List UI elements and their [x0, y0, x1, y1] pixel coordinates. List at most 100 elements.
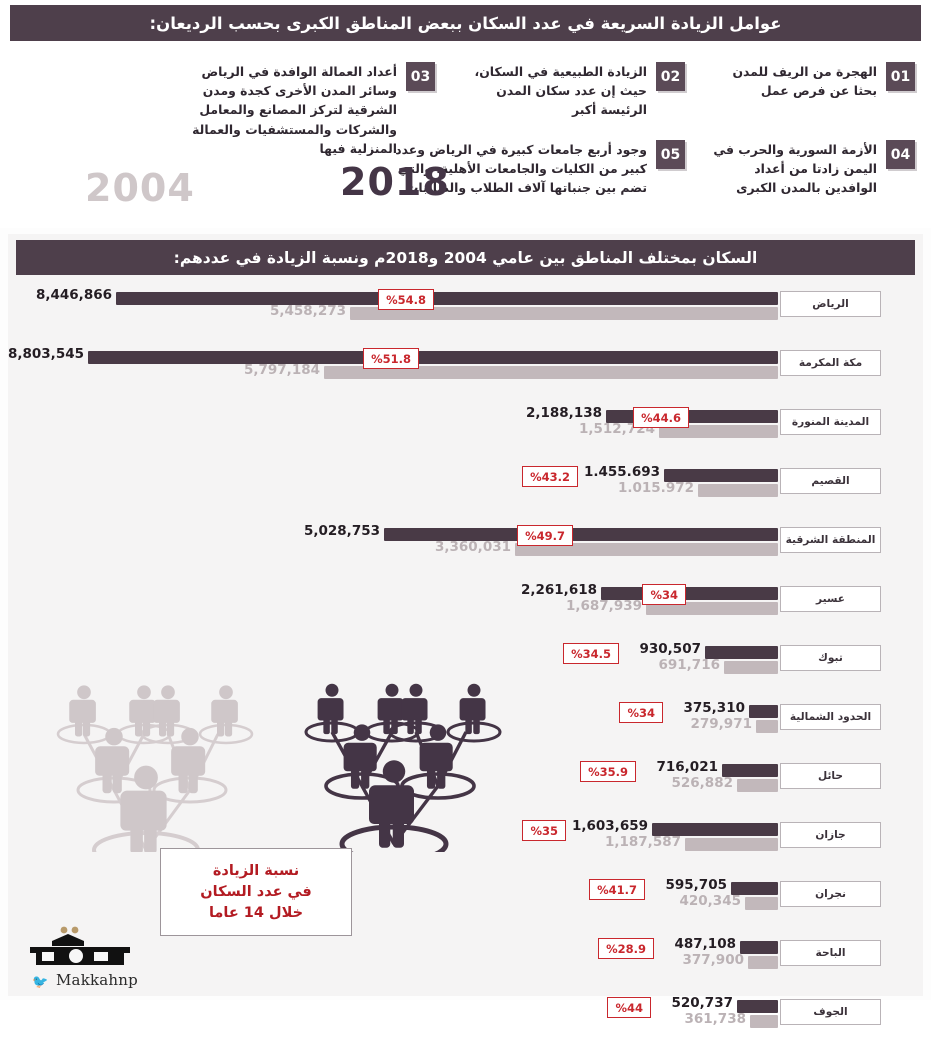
note-line-2: في عدد السكان	[200, 884, 312, 900]
factor-number-01: 01	[886, 62, 915, 91]
factor-item-03: 03 أعداد العمالة الوافدة في الرياض وسائر…	[173, 62, 435, 158]
value-label-2018: 487,108	[674, 936, 737, 952]
bar-2018	[740, 941, 778, 954]
region-label-box[interactable]: حائل	[780, 763, 881, 789]
factor-item-04: 04 الأزمة السورية والحرب في اليمن زادتا …	[705, 140, 915, 198]
chart-row: الجوف 520,737 361,738 %44	[8, 990, 923, 1049]
note-line-3: خلال 14 عاما	[208, 905, 304, 921]
note-line-1: نسبة الزيادة	[212, 863, 300, 879]
percent-increase-badge: %35	[522, 820, 566, 841]
value-label-2004: 5,458,273	[269, 303, 346, 319]
percent-increase-badge: %34	[642, 584, 686, 605]
chart-row: مكة المكرمة 8,803,545 5,797,184 %51.8	[8, 341, 923, 400]
chart-row: المنطقة الشرقية 5,028,753 3,360,031 %49.7	[8, 518, 923, 577]
chart-row: عسير 2,261,618 1,687,939 %34	[8, 577, 923, 636]
percent-increase-badge: %35.9	[580, 761, 636, 782]
value-label-2018: 8,446,866	[35, 287, 112, 303]
bar-2018	[88, 351, 778, 364]
region-label-box[interactable]: الحدود الشمالية	[780, 704, 881, 730]
percent-increase-badge: %44	[607, 997, 651, 1018]
region-label-box[interactable]: الباحة	[780, 940, 881, 966]
percent-increase-badge: %44.6	[633, 407, 689, 428]
factor-number-02: 02	[656, 62, 685, 91]
bar-2004	[515, 543, 778, 556]
bar-2004	[737, 779, 778, 792]
value-label-2004: 1,687,939	[565, 598, 642, 614]
bar-2018	[731, 882, 778, 895]
value-label-2004: 5,797,184	[243, 362, 320, 378]
makkah-logo: 🐦 Makkahnp	[14, 925, 144, 993]
people-comparison-graphic	[18, 622, 513, 869]
value-label-2018: 716,021	[656, 759, 719, 775]
bar-2004	[685, 838, 778, 851]
bar-2004	[659, 425, 778, 438]
percent-increase-badge: %43.2	[522, 466, 578, 487]
percent-increase-badge: %41.7	[589, 879, 645, 900]
factor-text-03: أعداد العمالة الوافدة في الرياض وسائر ال…	[192, 64, 397, 156]
region-label-box[interactable]: تبوك	[780, 645, 881, 671]
bar-2018	[749, 705, 778, 718]
value-label-2004: 1,187,587	[604, 834, 681, 850]
value-label-2018: 2,261,618	[520, 582, 597, 598]
bar-2018	[722, 764, 778, 777]
chart-row: القصيم 1.455.693 1.015.972 %43.2	[8, 459, 923, 518]
value-label-2004: 3,360,031	[434, 539, 511, 555]
value-label-2004: 1.015.972	[617, 480, 694, 496]
infographic-page: عوامل الزيادة السريعة في عدد السكان ببعض…	[0, 0, 931, 1028]
bar-2004	[756, 720, 778, 733]
value-label-2018: 1.455.693	[583, 464, 660, 480]
region-label-box[interactable]: مكة المكرمة	[780, 350, 881, 376]
chart-row: الرياض 8,446,866 5,458,273 %54.8	[8, 282, 923, 341]
people-network-illustration	[56, 683, 502, 869]
factor-number-03: 03	[406, 62, 435, 91]
factor-item-05: 05 وجود أربع جامعات كبيرة في الرياض وعدد…	[388, 140, 685, 198]
value-label-2004: 361,738	[684, 1011, 747, 1027]
value-label-2018: 595,705	[665, 877, 728, 893]
region-label-box[interactable]: القصيم	[780, 468, 881, 494]
chart-row: الحدود الشمالية 375,310 279,971 %34	[8, 695, 923, 754]
region-label-box[interactable]: عسير	[780, 586, 881, 612]
region-label-box[interactable]: نجران	[780, 881, 881, 907]
population-chart-section: السكان بمختلف المناطق بين عامي 2004 و201…	[8, 234, 923, 1028]
year-label-2018: 2018	[340, 160, 450, 204]
makkah-kaaba-logo-icon	[30, 926, 130, 965]
factors-section-title: عوامل الزيادة السريعة في عدد السكان ببعض…	[10, 5, 921, 41]
value-label-2004: 279,971	[690, 716, 753, 732]
value-label-2018: 2,188,138	[525, 405, 602, 421]
bar-2018	[384, 528, 778, 541]
chart-row: جازان 1,603,659 1,187,587 %35	[8, 813, 923, 872]
value-label-2004: 420,345	[679, 893, 742, 909]
bar-2004	[724, 661, 778, 674]
percent-increase-badge: %34.5	[563, 643, 619, 664]
region-label-box[interactable]: الرياض	[780, 291, 881, 317]
percent-increase-badge: %54.8	[378, 289, 434, 310]
bar-2018	[664, 469, 778, 482]
value-label-2018: 8,803,545	[7, 346, 84, 362]
factors-section: عوامل الزيادة السريعة في عدد السكان ببعض…	[0, 0, 931, 228]
value-label-2004: 691,716	[658, 657, 721, 673]
bar-2018	[652, 823, 778, 836]
region-label-box[interactable]: المنطقة الشرقية	[780, 527, 881, 553]
factor-text-02: الزيادة الطبيعية في السكان، حيث إن عدد س…	[474, 64, 647, 118]
chart-row: تبوك 930,507 691,716 %34.5	[8, 636, 923, 695]
region-label-box[interactable]: المدينة المنورة	[780, 409, 881, 435]
bar-2018	[116, 292, 778, 305]
factor-text-01: الهجرة من الريف للمدن بحثا عن فرص عمل	[732, 64, 877, 99]
region-label-box[interactable]: جازان	[780, 822, 881, 848]
bar-2004	[324, 366, 778, 379]
value-label-2018: 1,603,659	[571, 818, 648, 834]
twitter-bird-icon: 🐦	[32, 975, 49, 990]
bar-2004	[646, 602, 778, 615]
logo-handle: Makkahnp	[56, 971, 138, 989]
factor-number-04: 04	[886, 140, 915, 169]
region-label-box[interactable]: الجوف	[780, 999, 881, 1025]
chart-row: حائل 716,021 526,882 %35.9	[8, 754, 923, 813]
bar-2004	[698, 484, 778, 497]
bar-2004	[748, 956, 778, 969]
factor-text-04: الأزمة السورية والحرب في اليمن زادتا من …	[713, 142, 877, 196]
value-label-2004: 526,882	[671, 775, 734, 791]
factor-text-05: وجود أربع جامعات كبيرة في الرياض وعدد كب…	[395, 142, 647, 196]
value-label-2004: 377,900	[682, 952, 745, 968]
bar-2004	[750, 1015, 778, 1028]
value-label-2018: 5,028,753	[303, 523, 380, 539]
